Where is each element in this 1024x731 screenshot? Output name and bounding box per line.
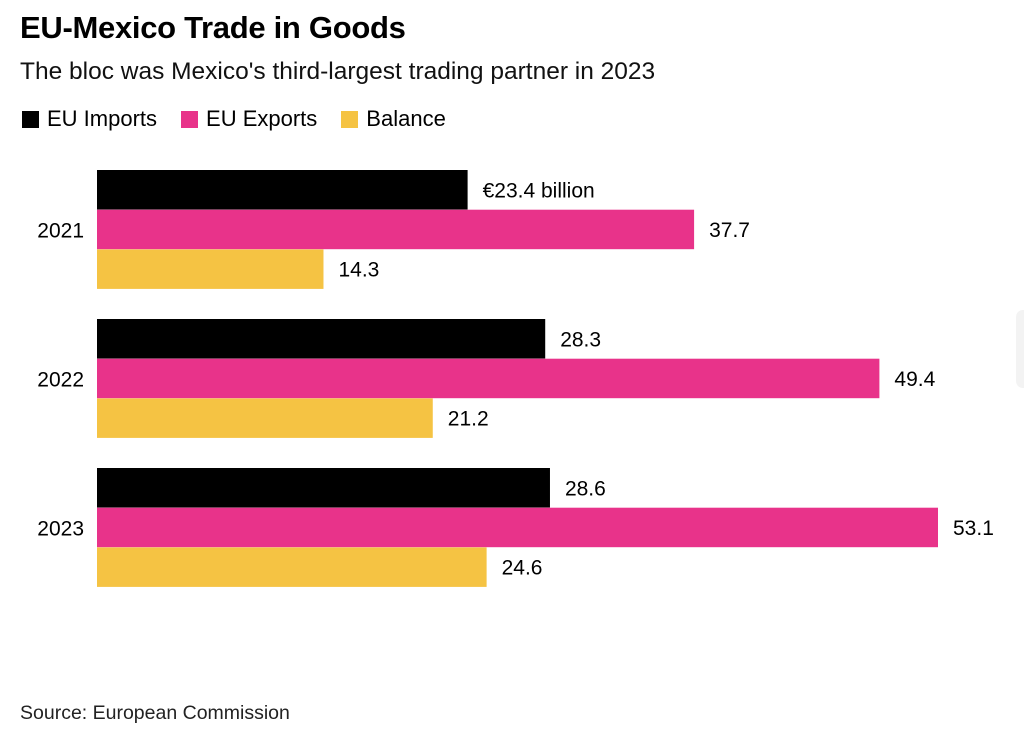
data-label-balance-2023: 24.6 [502,557,543,580]
bar-eu-imports-2023 [97,468,550,508]
scroll-handle[interactable] [1016,310,1024,388]
data-label-balance-2022: 21.2 [448,408,489,431]
category-label-2021: 2021 [37,220,84,243]
data-label-eu-imports-2023: 28.6 [565,477,606,500]
bar-eu-exports-2021 [97,209,695,250]
legend-swatch-imports [22,110,39,128]
legend-swatch-exports [181,110,199,128]
bar-eu-imports-2021 [97,170,468,210]
bar-eu-exports-2022 [97,358,880,399]
data-label-eu-imports-2022: 28.3 [560,328,601,351]
chart-subtitle: The bloc was Mexico's third-largest trad… [20,58,656,85]
legend-swatch-balance [341,110,359,128]
category-label-2022: 2022 [37,369,84,392]
data-label-balance-2021: 14.3 [338,259,379,282]
chart-title: EU-Mexico Trade in Goods [20,10,406,45]
legend-item-balance: Balance [341,106,446,132]
data-label-eu-exports-2023: 53.1 [953,517,994,540]
legend-item-exports: EU Exports [181,106,317,132]
legend: EU Imports EU Exports Balance [22,106,470,132]
category-label-2023: 2023 [37,518,84,541]
legend-item-imports: EU Imports [22,106,157,132]
bar-balance-2022 [97,398,433,438]
data-label-eu-exports-2021: 37.7 [709,219,750,242]
legend-label-balance: Balance [366,106,446,131]
data-label-eu-exports-2022: 49.4 [894,368,935,391]
bar-balance-2023 [97,547,487,587]
data-label-eu-imports-2021: €23.4 billion [483,179,595,202]
source-note: Source: European Commission [20,702,290,724]
bar-balance-2021 [97,249,324,289]
bar-eu-imports-2022 [97,319,546,359]
legend-label-exports: EU Exports [206,106,318,131]
bar-eu-exports-2023 [97,507,938,548]
legend-label-imports: EU Imports [47,106,158,131]
